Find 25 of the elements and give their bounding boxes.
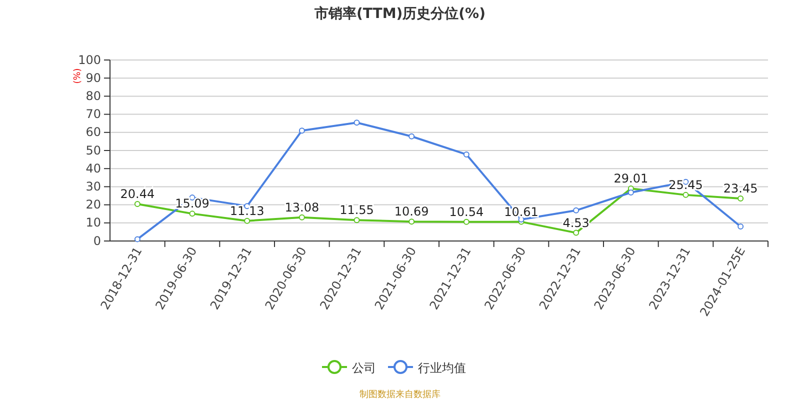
y-tick-label: 90	[86, 70, 101, 85]
y-tick-label: 10	[86, 216, 101, 230]
y-axis-title: (%)	[73, 68, 83, 84]
data-label: 13.08	[284, 200, 320, 214]
y-tick-label: 20	[86, 198, 101, 212]
y-tick-label: 50	[86, 143, 101, 158]
data-label: 4.53	[562, 216, 590, 230]
data-label: 11.13	[230, 204, 264, 218]
y-tick-label: 100	[78, 52, 101, 67]
legend-label: 公司	[352, 361, 376, 375]
y-tick-label: 0	[93, 234, 101, 248]
y-tick-label: 30	[86, 180, 101, 194]
y-tick-label: 60	[86, 125, 101, 140]
chart-title: 市销率(TTM)历史分位(%)	[314, 5, 486, 22]
y-tick-label: 40	[86, 161, 101, 176]
data-label: 20.44	[120, 187, 155, 202]
data-label: 10.69	[394, 204, 429, 219]
y-tick-label: 80	[86, 89, 101, 104]
data-label: 11.55	[340, 203, 374, 218]
text: 制图数据来自数据库	[360, 389, 440, 400]
y-tick-label: 70	[86, 107, 101, 122]
legend-label: 行业均值	[418, 361, 466, 375]
data-label: 29.01	[614, 171, 648, 186]
data-label: 23.45	[723, 182, 758, 196]
data-label: 10.54	[449, 204, 484, 219]
